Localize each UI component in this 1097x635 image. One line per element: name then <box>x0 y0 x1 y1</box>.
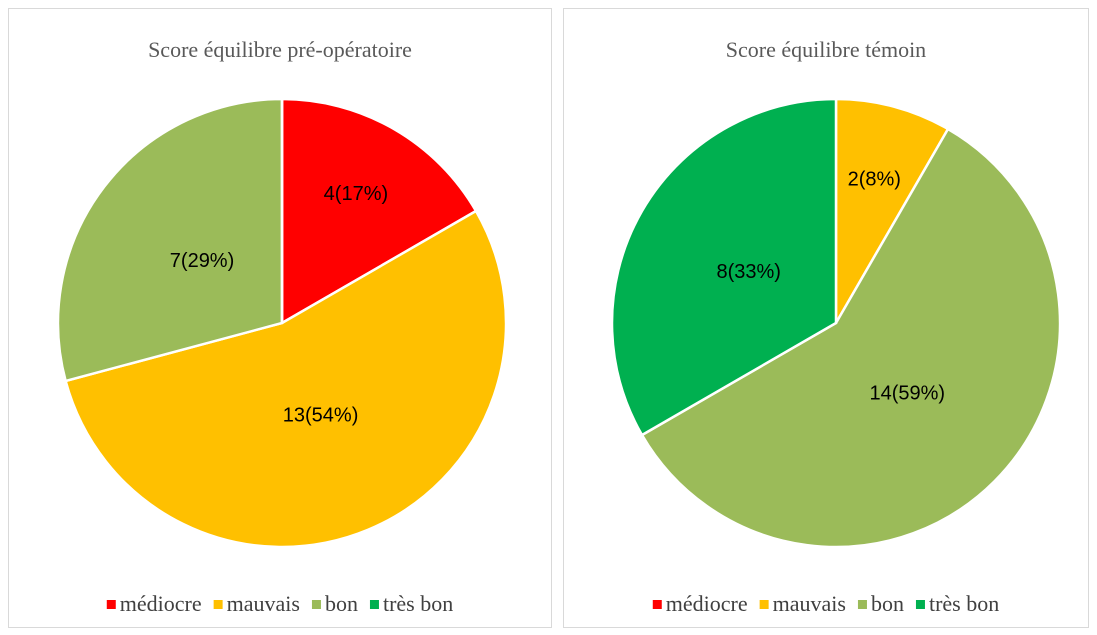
legend-swatch <box>915 600 925 609</box>
data-label: 8(33%) <box>716 261 780 283</box>
pie-slice <box>610 97 838 437</box>
legend-swatch <box>369 600 379 609</box>
data-label: 4(17%) <box>324 183 388 205</box>
data-label: 13(54%) <box>283 404 359 426</box>
legend-swatch <box>213 600 223 609</box>
legend-label: très bon <box>929 591 999 616</box>
legend-swatch <box>759 600 769 609</box>
data-label: 7(29%) <box>170 250 234 272</box>
chart-title: Score équilibre témoin <box>726 37 926 62</box>
data-label: 14(59%) <box>869 383 945 405</box>
legend-swatch <box>106 600 116 609</box>
legend-label: mauvais <box>227 591 300 616</box>
chart-title: Score équilibre pré-opératoire <box>148 37 412 62</box>
legend-swatch <box>857 600 867 609</box>
legend-label: médiocre <box>120 591 202 616</box>
pie-slice <box>834 97 950 328</box>
legend-swatch <box>652 600 662 609</box>
legend-label: médiocre <box>666 591 748 616</box>
legend-label: bon <box>871 591 904 616</box>
legend-label: bon <box>325 591 358 616</box>
legend-swatch <box>311 600 321 609</box>
pie-slice <box>640 127 1062 549</box>
pie-slice <box>56 97 284 383</box>
pie-slice <box>280 97 478 326</box>
data-label: 2(8%) <box>848 168 901 190</box>
pie-slice <box>64 209 508 549</box>
legend-label: mauvais <box>773 591 846 616</box>
legend-label: très bon <box>383 591 453 616</box>
